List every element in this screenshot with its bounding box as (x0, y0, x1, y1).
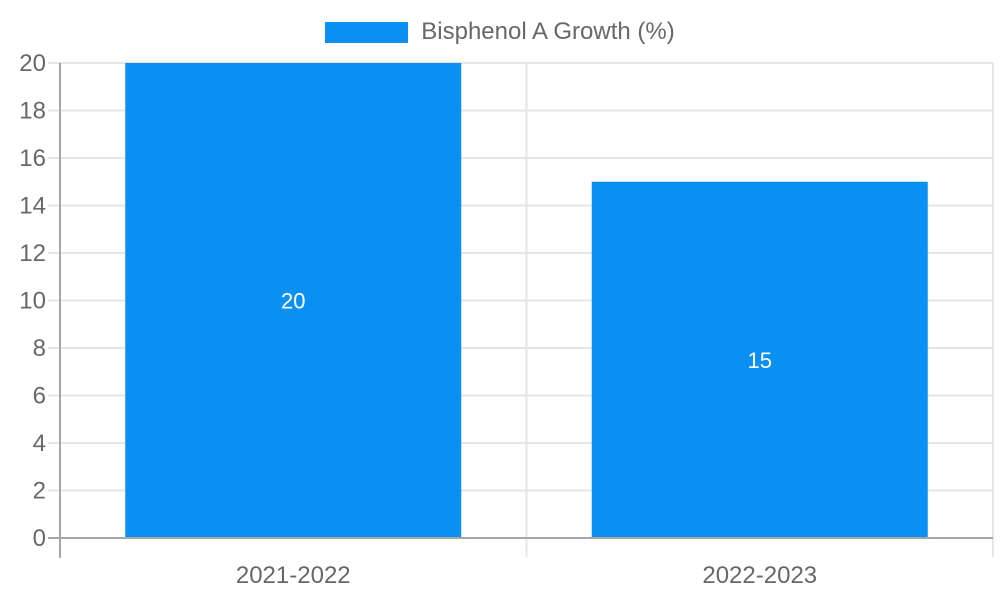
y-tick-label: 0 (33, 525, 46, 552)
bar-value-label: 15 (748, 348, 772, 373)
y-tick-label: 18 (19, 98, 46, 125)
x-tick-label: 2022-2023 (702, 562, 817, 589)
legend-swatch (325, 21, 409, 43)
legend-item[interactable]: Bisphenol A Growth (%) (0, 20, 1000, 44)
y-tick-label: 20 (19, 50, 46, 77)
legend-label: Bisphenol A Growth (%) (421, 18, 675, 45)
bar[interactable] (125, 63, 462, 537)
y-tick-label: 14 (19, 193, 46, 220)
y-tick-label: 6 (33, 383, 46, 410)
y-tick-label: 2 (33, 478, 46, 505)
y-tick-label: 10 (19, 288, 46, 315)
bar-value-label: 20 (281, 289, 305, 314)
bar[interactable] (591, 181, 928, 537)
x-tick-label: 2021-2022 (236, 562, 351, 589)
y-tick-label: 4 (33, 430, 46, 457)
y-tick-label: 12 (19, 240, 46, 267)
y-tick-label: 16 (19, 145, 46, 172)
y-tick-label: 8 (33, 335, 46, 362)
